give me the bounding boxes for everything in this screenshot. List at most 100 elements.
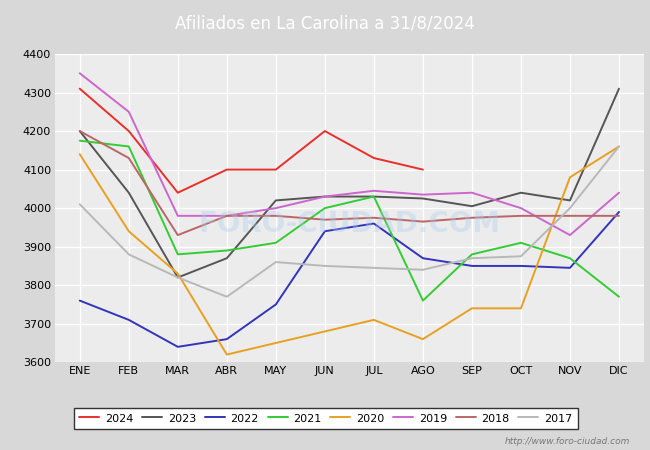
2019 [76,71,84,76]
2017 [321,263,329,269]
2021 [321,205,329,211]
Text: FORO-CIUDAD.COM: FORO-CIUDAD.COM [198,210,500,238]
Legend: 2024, 2023, 2022, 2021, 2020, 2019, 2018, 2017: 2024, 2023, 2022, 2021, 2020, 2019, 2018… [74,408,578,429]
2018 [566,213,574,219]
2021 [370,194,378,199]
2024 [370,155,378,161]
Line: 2020: 2020 [80,146,619,355]
2019 [615,190,623,195]
2017 [223,294,231,299]
2022 [321,229,329,234]
Line: 2018: 2018 [80,131,619,235]
2022 [468,263,476,269]
2018 [370,215,378,220]
Line: 2019: 2019 [80,73,619,235]
2020 [517,306,525,311]
Line: 2024: 2024 [80,89,423,193]
2024 [174,190,182,195]
2022 [517,263,525,269]
2020 [125,229,133,234]
2023 [223,256,231,261]
2021 [125,144,133,149]
2019 [370,188,378,194]
2020 [321,328,329,334]
Text: http://www.foro-ciudad.com: http://www.foro-ciudad.com [505,436,630,446]
2022 [76,298,84,303]
2020 [419,337,427,342]
2019 [272,205,280,211]
2023 [125,190,133,195]
2024 [321,128,329,134]
2020 [566,175,574,180]
2023 [615,86,623,91]
2020 [615,144,623,149]
2022 [615,209,623,215]
2019 [125,109,133,114]
2023 [76,128,84,134]
2019 [174,213,182,219]
2017 [468,256,476,261]
2021 [517,240,525,246]
2023 [370,194,378,199]
2019 [468,190,476,195]
2022 [223,337,231,342]
2024 [76,86,84,91]
2019 [566,232,574,238]
2023 [272,198,280,203]
2017 [566,205,574,211]
Line: 2021: 2021 [80,141,619,301]
2020 [76,152,84,157]
2023 [321,194,329,199]
2020 [272,340,280,346]
2018 [223,213,231,219]
2018 [517,213,525,219]
2023 [419,196,427,201]
2021 [419,298,427,303]
2024 [272,167,280,172]
2023 [174,275,182,280]
2022 [125,317,133,323]
2020 [174,271,182,276]
2018 [174,232,182,238]
2019 [321,194,329,199]
2022 [272,302,280,307]
2018 [272,213,280,219]
2018 [321,217,329,222]
2023 [517,190,525,195]
Text: Afiliados en La Carolina a 31/8/2024: Afiliados en La Carolina a 31/8/2024 [175,14,475,33]
Line: 2022: 2022 [80,212,619,347]
2017 [76,202,84,207]
2017 [174,275,182,280]
2017 [615,144,623,149]
2021 [223,248,231,253]
2017 [125,252,133,257]
2024 [223,167,231,172]
2021 [468,252,476,257]
2024 [125,128,133,134]
2018 [615,213,623,219]
2020 [370,317,378,323]
2017 [419,267,427,273]
Line: 2017: 2017 [80,146,619,297]
2018 [468,215,476,220]
2019 [419,192,427,198]
2019 [517,205,525,211]
2018 [76,128,84,134]
2023 [468,203,476,209]
2017 [517,254,525,259]
2018 [419,219,427,224]
2022 [419,256,427,261]
2021 [174,252,182,257]
Line: 2023: 2023 [80,89,619,278]
2021 [76,138,84,144]
2023 [566,198,574,203]
2018 [125,155,133,161]
2017 [272,259,280,265]
2017 [370,265,378,270]
2021 [272,240,280,246]
2024 [419,167,427,172]
2022 [370,221,378,226]
2022 [566,265,574,270]
2020 [223,352,231,357]
2021 [615,294,623,299]
